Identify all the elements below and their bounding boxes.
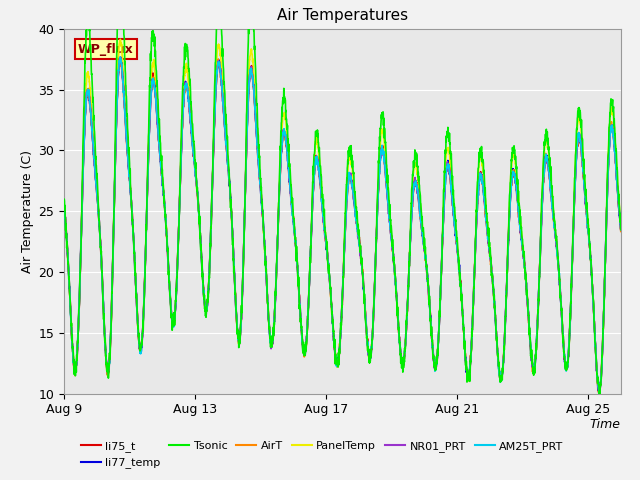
Title: Air Temperatures: Air Temperatures xyxy=(277,9,408,24)
Text: WP_flux: WP_flux xyxy=(78,43,134,56)
X-axis label: Time: Time xyxy=(590,418,621,431)
Y-axis label: Air Temperature (C): Air Temperature (C) xyxy=(21,150,34,273)
Legend: li75_t, li77_temp, Tsonic, AirT, PanelTemp, NR01_PRT, AM25T_PRT: li75_t, li77_temp, Tsonic, AirT, PanelTe… xyxy=(81,441,563,468)
